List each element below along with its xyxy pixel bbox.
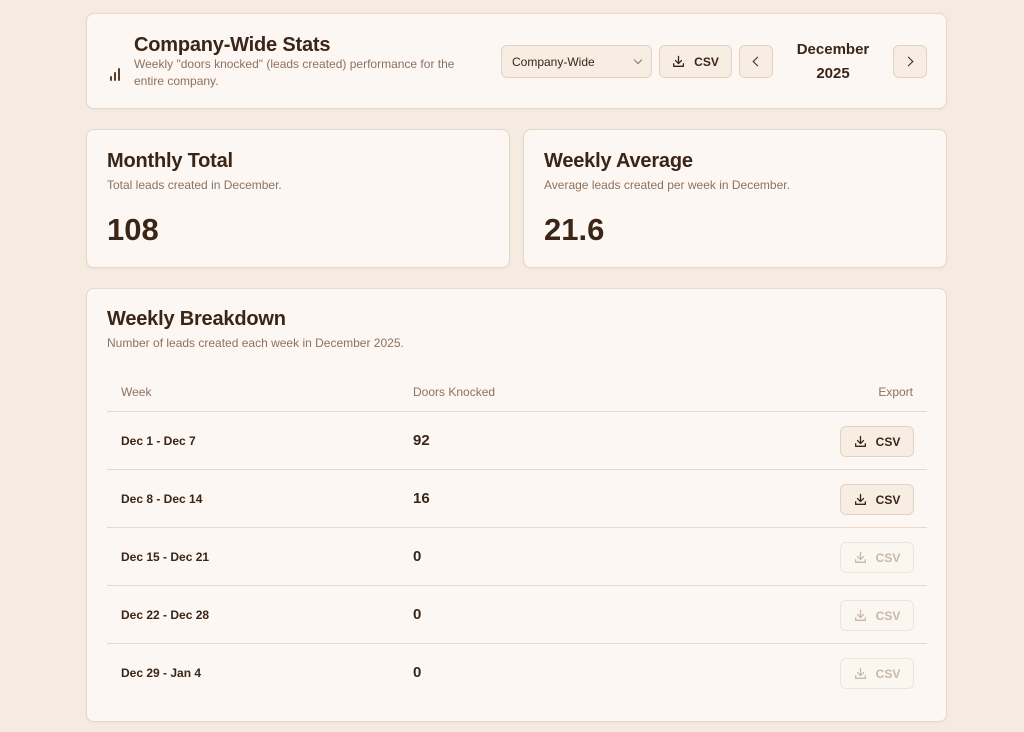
chevron-left-icon: [752, 56, 763, 67]
table-row: Dec 8 - Dec 14 16 CSV: [107, 470, 927, 528]
row-export-csv-button[interactable]: CSV: [840, 658, 914, 689]
column-header-week: Week: [121, 385, 152, 399]
doors-knocked-cell: 0: [413, 664, 422, 681]
doors-knocked-cell: 16: [413, 490, 430, 507]
column-header-export: Export: [878, 385, 913, 399]
download-icon: [854, 609, 866, 621]
stats-header-card: Company-Wide Stats Weekly "doors knocked…: [86, 13, 947, 109]
week-range-cell: Dec 22 - Dec 28: [121, 608, 210, 622]
doors-knocked-cell: 0: [413, 548, 422, 565]
doors-knocked-cell: 92: [413, 432, 430, 449]
chevron-right-icon: [903, 56, 914, 67]
week-range-cell: Dec 29 - Jan 4: [121, 666, 202, 680]
weekly-average-title: Weekly Average: [544, 150, 693, 172]
row-export-csv-button[interactable]: CSV: [840, 542, 914, 573]
weekly-breakdown-title: Weekly Breakdown: [107, 308, 286, 330]
table-header: Week Doors Knocked Export: [107, 369, 927, 412]
row-export-csv-label: CSV: [875, 666, 901, 681]
download-icon: [854, 551, 866, 563]
weekly-breakdown-table: Week Doors Knocked Export Dec 1 - Dec 7 9…: [107, 369, 927, 702]
current-month-year: 2025: [816, 65, 850, 82]
page-description: Weekly "doors knocked" (leads created) p…: [134, 57, 455, 88]
current-month-name: December: [796, 41, 870, 58]
table-row: Dec 22 - Dec 28 0 CSV: [107, 586, 927, 644]
row-export-csv-button[interactable]: CSV: [840, 484, 914, 515]
next-month-button[interactable]: [893, 45, 927, 78]
week-range-cell: Dec 1 - Dec 7: [121, 434, 196, 448]
weekly-average-description: Average leads created per week in Decemb…: [544, 178, 790, 192]
scope-select-value: Company-Wide: [512, 54, 595, 69]
page-title: Company-Wide Stats: [134, 34, 331, 56]
previous-month-button[interactable]: [739, 45, 773, 78]
weekly-average-card: Weekly Average Average leads created per…: [523, 129, 947, 268]
column-header-doors-knocked: Doors Knocked: [413, 385, 496, 399]
download-icon: [854, 667, 866, 679]
week-range-cell: Dec 8 - Dec 14: [121, 492, 203, 506]
scope-select[interactable]: Company-Wide: [501, 45, 652, 78]
table-row: Dec 15 - Dec 21 0 CSV: [107, 528, 927, 586]
monthly-total-card: Monthly Total Total leads created in Dec…: [86, 129, 510, 268]
table-row: Dec 1 - Dec 7 92 CSV: [107, 412, 927, 470]
bar-chart-icon: [109, 67, 123, 81]
chevron-down-icon: [633, 55, 643, 64]
export-csv-button[interactable]: CSV: [659, 45, 732, 78]
download-icon: [854, 493, 866, 505]
doors-knocked-cell: 0: [413, 606, 422, 623]
download-icon: [854, 435, 866, 447]
export-csv-label: CSV: [694, 54, 719, 69]
row-export-csv-button[interactable]: CSV: [840, 600, 914, 631]
monthly-total-value: 108: [107, 212, 159, 247]
row-export-csv-label: CSV: [875, 434, 901, 449]
monthly-total-title: Monthly Total: [107, 150, 233, 172]
row-export-csv-label: CSV: [875, 550, 901, 565]
weekly-breakdown-card: Weekly Breakdown Number of leads created…: [86, 288, 947, 722]
row-export-csv-button[interactable]: CSV: [840, 426, 914, 457]
table-body: Dec 1 - Dec 7 92 CSV Dec 8 - Dec 14 16 CSV Dec…: [107, 412, 927, 702]
week-range-cell: Dec 15 - Dec 21: [121, 550, 210, 564]
row-export-csv-label: CSV: [875, 492, 901, 507]
weekly-average-value: 21.6: [544, 212, 605, 247]
table-row: Dec 29 - Jan 4 0 CSV: [107, 644, 927, 702]
weekly-breakdown-description: Number of leads created each week in Dec…: [107, 336, 404, 350]
row-export-csv-label: CSV: [875, 608, 901, 623]
current-month-label: December 2025: [781, 38, 885, 86]
download-icon: [673, 55, 685, 67]
monthly-total-description: Total leads created in December.: [107, 178, 282, 192]
